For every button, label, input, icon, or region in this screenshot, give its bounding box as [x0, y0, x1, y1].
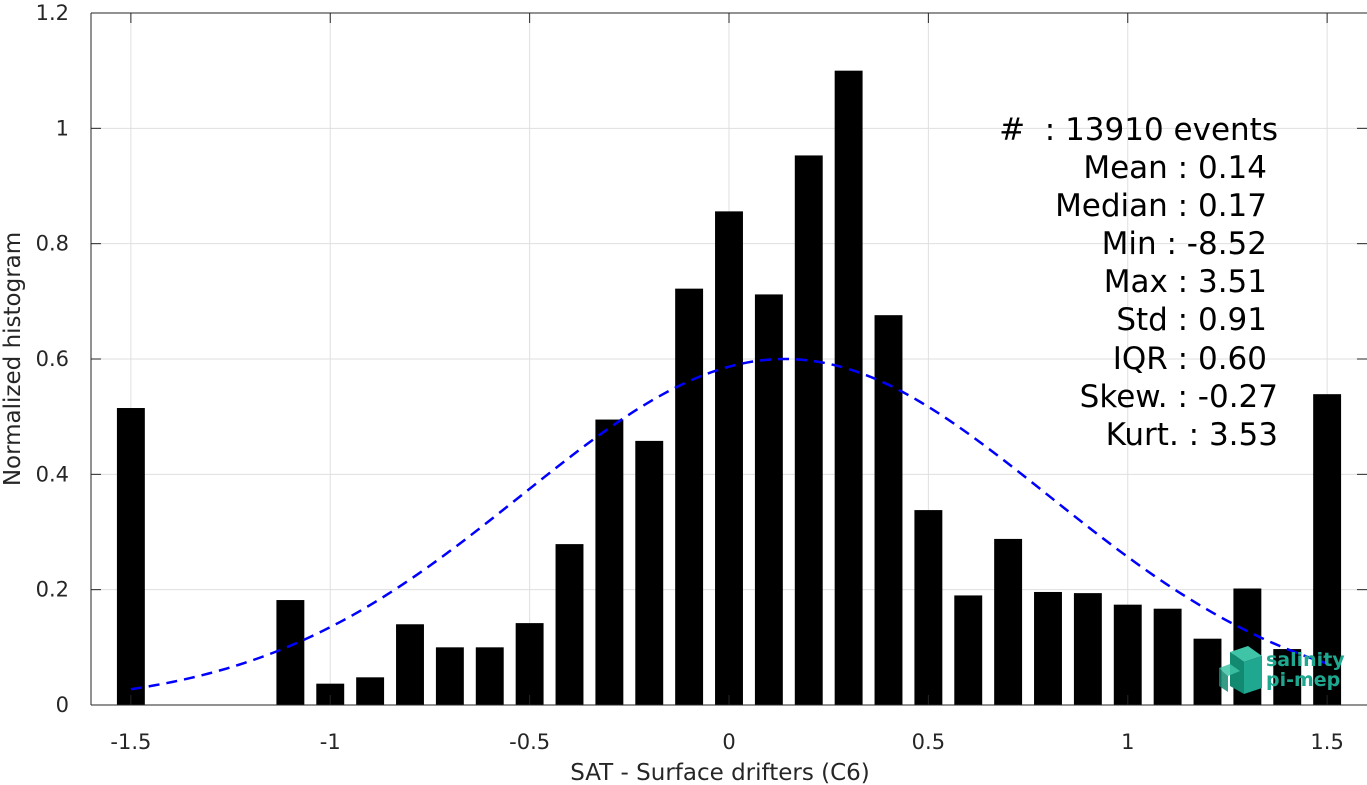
histogram-bar: [595, 419, 624, 705]
histogram-bar: [754, 294, 783, 705]
y-tick-label: 0.4: [36, 462, 69, 486]
y-tick-label: 1.2: [36, 1, 69, 25]
logo-text-line2: pi-mep: [1266, 669, 1340, 691]
histogram-bar: [356, 677, 385, 705]
x-tick-label: 1.5: [1310, 730, 1343, 754]
histogram-bar: [954, 595, 983, 705]
histogram-bar: [316, 683, 345, 705]
x-tick-label: -1.5: [110, 730, 151, 754]
histogram-bar: [1153, 608, 1182, 705]
logo-text-line1: salinity: [1266, 649, 1345, 671]
gaussian-fit-curve: [130, 357, 1328, 691]
histogram-bar: [475, 647, 504, 705]
stats-count: # : 13910 events: [999, 112, 1278, 148]
histogram-bar: [715, 211, 743, 705]
histogram-bars: [116, 70, 1342, 706]
y-axis-label: Normalized histogram: [0, 232, 26, 486]
y-tick-labels: 0 0.2 0.4 0.6 0.8 1 1.2: [36, 1, 69, 717]
x-tick-label: -0.5: [509, 730, 550, 754]
salinity-pimep-logo: salinity pi-mep: [1219, 646, 1345, 694]
histogram-bar: [1193, 638, 1222, 705]
histogram-bar: [635, 440, 664, 705]
x-tick-label: -1: [320, 730, 341, 754]
x-tick-label: 0.5: [912, 730, 945, 754]
histogram-bar: [834, 70, 863, 705]
histogram-bar: [1034, 591, 1062, 705]
stats-max: Max : 3.51: [1104, 264, 1267, 300]
axes: [90, 12, 1367, 706]
x-axis-label: SAT - Surface drifters (C6): [570, 760, 870, 785]
histogram-bar: [396, 624, 424, 705]
stats-median: Median : 0.17: [1055, 188, 1267, 224]
histogram-bar: [914, 510, 943, 705]
y-tick-label: 1: [56, 116, 69, 140]
histogram-bar: [994, 538, 1023, 705]
histogram-bar: [1273, 649, 1302, 705]
histogram-bar: [276, 600, 305, 705]
y-tick-label: 0.2: [36, 578, 69, 602]
histogram-bar: [515, 623, 544, 705]
histogram-bar: [1113, 604, 1142, 705]
y-tick-label: 0.6: [36, 347, 69, 371]
histogram-bar: [435, 647, 464, 705]
histogram-bar: [1073, 593, 1102, 705]
stats-std: Std : 0.91: [1116, 302, 1267, 338]
x-tick-labels: -1.5 -1 -0.5 0 0.5 1 1.5: [110, 730, 1343, 754]
stats-mean: Mean : 0.14: [1083, 150, 1267, 186]
y-tick-label: 0.8: [36, 232, 69, 256]
y-tick-label: 0: [56, 693, 69, 717]
histogram-bar: [116, 408, 145, 705]
histogram-bar: [555, 544, 584, 705]
stats-skew: Skew. : -0.27: [1080, 379, 1278, 415]
stats-min: Min : -8.52: [1102, 226, 1267, 262]
histogram-bar: [794, 155, 823, 706]
histogram-bar: [1313, 394, 1342, 705]
x-tick-label: 0: [722, 730, 735, 754]
stats-iqr: IQR : 0.60: [1113, 341, 1267, 377]
stats-kurt: Kurt. : 3.53: [1106, 417, 1278, 453]
x-tick-label: 1: [1121, 730, 1134, 754]
logo-cube-icon: [1219, 646, 1262, 694]
histogram-bar: [874, 315, 903, 705]
histogram-bar: [675, 288, 704, 705]
stats-box: # : 13910 events Mean : 0.14 Median : 0.…: [999, 112, 1278, 453]
